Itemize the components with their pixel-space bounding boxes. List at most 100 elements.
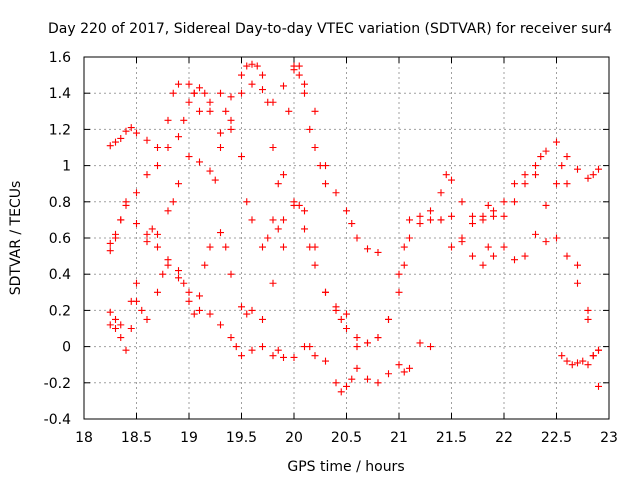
data-point (301, 225, 308, 233)
data-point (532, 162, 539, 170)
data-point (542, 238, 550, 246)
data-point (175, 180, 182, 188)
data-point (511, 198, 518, 206)
data-point (280, 82, 287, 90)
data-point (395, 361, 403, 369)
data-point (385, 370, 392, 378)
data-point (227, 93, 235, 101)
data-point (222, 243, 230, 251)
data-point (106, 239, 114, 247)
data-point (112, 315, 119, 323)
data-point (164, 116, 172, 124)
data-point (395, 270, 403, 278)
data-point (595, 165, 602, 173)
data-point (458, 238, 466, 246)
data-point (337, 388, 345, 396)
data-point (584, 315, 592, 323)
data-point (222, 107, 230, 115)
data-point (490, 252, 497, 260)
data-point (264, 98, 272, 106)
data-point (259, 315, 266, 323)
data-point (211, 176, 219, 184)
x-tick-label: 18.5 (121, 430, 152, 446)
data-point (479, 261, 487, 269)
data-point (521, 171, 529, 179)
data-point (201, 261, 209, 269)
x-tick-label: 23 (600, 430, 618, 446)
data-point (374, 334, 382, 342)
data-point (595, 382, 602, 390)
data-point (138, 306, 146, 314)
chart-title: Day 220 of 2017, Sidereal Day-to-day VTE… (48, 21, 612, 37)
x-axis-title: GPS time / hours (287, 459, 404, 475)
x-tick-labels: 18 18.5 19 19.5 20 20.5 21 21.5 22 22.5 23 (75, 430, 618, 446)
data-point (316, 162, 324, 170)
data-point (364, 245, 371, 253)
data-point (337, 315, 345, 323)
data-point (154, 162, 161, 170)
data-point (196, 292, 203, 300)
data-point (448, 212, 455, 220)
data-point (563, 252, 571, 260)
data-point (311, 243, 319, 251)
data-point (206, 107, 214, 115)
x-tick-label: 21.5 (436, 430, 467, 446)
data-point (122, 346, 130, 354)
data-point (169, 198, 177, 206)
data-point (238, 352, 245, 360)
data-point (385, 315, 392, 323)
data-point (175, 267, 182, 275)
data-point (248, 346, 256, 354)
data-point (537, 153, 545, 161)
data-point (133, 129, 140, 137)
data-point (112, 325, 119, 332)
data-point (106, 142, 114, 150)
data-point (148, 225, 156, 233)
data-point (175, 80, 182, 88)
data-point (185, 297, 193, 305)
data-point (364, 375, 371, 383)
data-point (568, 361, 576, 369)
x-tick-label: 20 (285, 430, 303, 446)
data-point (117, 216, 125, 224)
data-point (332, 379, 340, 387)
y-tick-label: -0.4 (44, 412, 71, 428)
data-point (290, 62, 298, 70)
data-point (206, 243, 214, 251)
data-point (511, 256, 518, 264)
y-tick-label: -0.2 (44, 376, 71, 392)
data-point (217, 321, 224, 329)
data-point (143, 230, 151, 238)
data-point (253, 62, 261, 70)
data-point (343, 382, 350, 390)
data-point (322, 288, 329, 296)
data-point (437, 216, 445, 224)
data-point (117, 134, 125, 142)
x-tick-label: 18 (75, 430, 93, 446)
data-point (175, 274, 182, 282)
data-point (500, 212, 508, 220)
data-point (416, 220, 424, 228)
data-point (185, 98, 193, 106)
y-tick-label: 1.2 (49, 122, 71, 138)
data-point (553, 180, 560, 188)
series-track-1 (106, 60, 382, 256)
data-point (301, 80, 308, 88)
data-point (274, 225, 282, 233)
data-point (374, 248, 382, 256)
data-point (143, 171, 151, 179)
data-point (217, 129, 224, 137)
data-point (280, 243, 287, 251)
data-point (180, 279, 188, 287)
data-point (169, 89, 177, 97)
data-point (553, 138, 560, 146)
data-point (164, 144, 172, 151)
data-point (248, 216, 256, 224)
data-point (584, 174, 592, 182)
y-tick-label: 0 (62, 340, 71, 356)
x-tick-label: 21 (390, 430, 408, 446)
data-point (164, 261, 172, 269)
data-point (143, 136, 151, 144)
data-point (280, 171, 287, 179)
data-point (217, 89, 224, 97)
